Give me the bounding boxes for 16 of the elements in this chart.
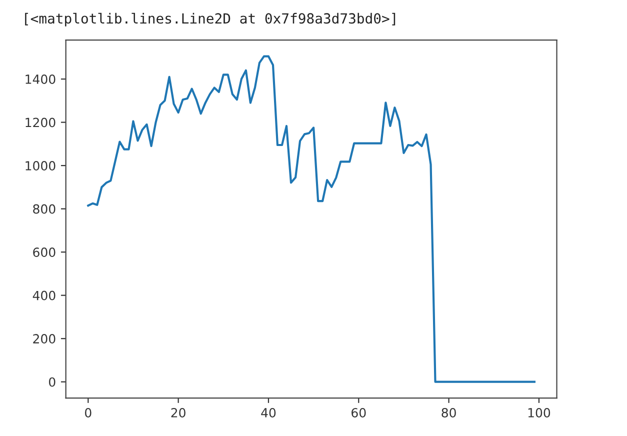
line-series: [87, 55, 536, 383]
x-tick-label: 0: [85, 408, 92, 418]
y-tick-label: 600: [33, 248, 56, 257]
x-tick-label: 40: [261, 408, 276, 418]
x-tick-label: 80: [442, 408, 456, 418]
y-tick-label: 200: [33, 334, 56, 344]
y-tick-label: 0: [48, 377, 56, 387]
y-tick-label: 800: [33, 204, 56, 214]
text: [<matplotlib.lines.Line2D at 0x7f98a3d73bd0>]: [25, 12, 396, 26]
y-tick-label: 1000: [26, 161, 56, 170]
y-tick-label: 1400: [26, 74, 56, 84]
x-tick-label: 100: [528, 408, 550, 418]
x-tick-label: 60: [352, 408, 366, 418]
y-tick-label: 400: [32, 290, 56, 300]
y-tick-label: 1200: [26, 118, 56, 128]
x-tick-label: 20: [171, 408, 186, 418]
